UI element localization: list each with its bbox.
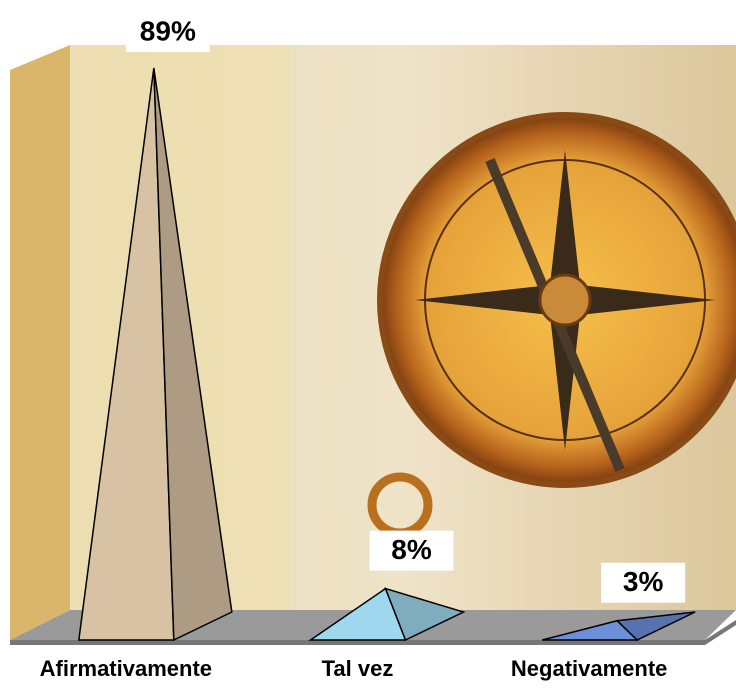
x-tick-label: Negativamente bbox=[511, 656, 668, 681]
x-tick-label: Tal vez bbox=[322, 656, 394, 681]
data-label: 8% bbox=[391, 534, 432, 565]
chart: 89% Afirmativamente 8% Tal vez 3% Negativamen… bbox=[0, 0, 736, 689]
page: {"chart_data": {"type": "pyramid3d", "ca… bbox=[0, 0, 736, 689]
x-tick-label: Afirmativamente bbox=[40, 656, 212, 681]
data-label: 89% bbox=[140, 15, 196, 46]
data-label: 3% bbox=[623, 566, 664, 597]
